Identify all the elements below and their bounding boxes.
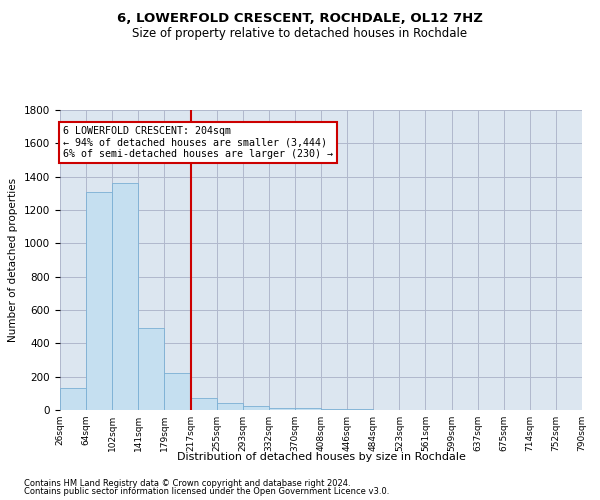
Bar [164,372,191,410]
Bar [295,408,321,410]
Bar [191,398,217,410]
Text: Contains HM Land Registry data © Crown copyright and database right 2024.: Contains HM Land Registry data © Crown c… [24,478,350,488]
Bar [112,182,139,410]
Bar [243,406,269,410]
Bar [217,402,243,410]
Text: Distribution of detached houses by size in Rochdale: Distribution of detached houses by size … [176,452,466,462]
Bar [86,192,112,410]
Text: Size of property relative to detached houses in Rochdale: Size of property relative to detached ho… [133,28,467,40]
Text: 6 LOWERFOLD CRESCENT: 204sqm
← 94% of detached houses are smaller (3,444)
6% of : 6 LOWERFOLD CRESCENT: 204sqm ← 94% of de… [63,126,333,159]
Bar [269,408,295,410]
Bar [347,409,373,410]
Y-axis label: Number of detached properties: Number of detached properties [8,178,19,342]
Bar [60,388,86,410]
Text: 6, LOWERFOLD CRESCENT, ROCHDALE, OL12 7HZ: 6, LOWERFOLD CRESCENT, ROCHDALE, OL12 7H… [117,12,483,26]
Bar [321,409,347,410]
Text: Contains public sector information licensed under the Open Government Licence v3: Contains public sector information licen… [24,487,389,496]
Bar [139,328,164,410]
